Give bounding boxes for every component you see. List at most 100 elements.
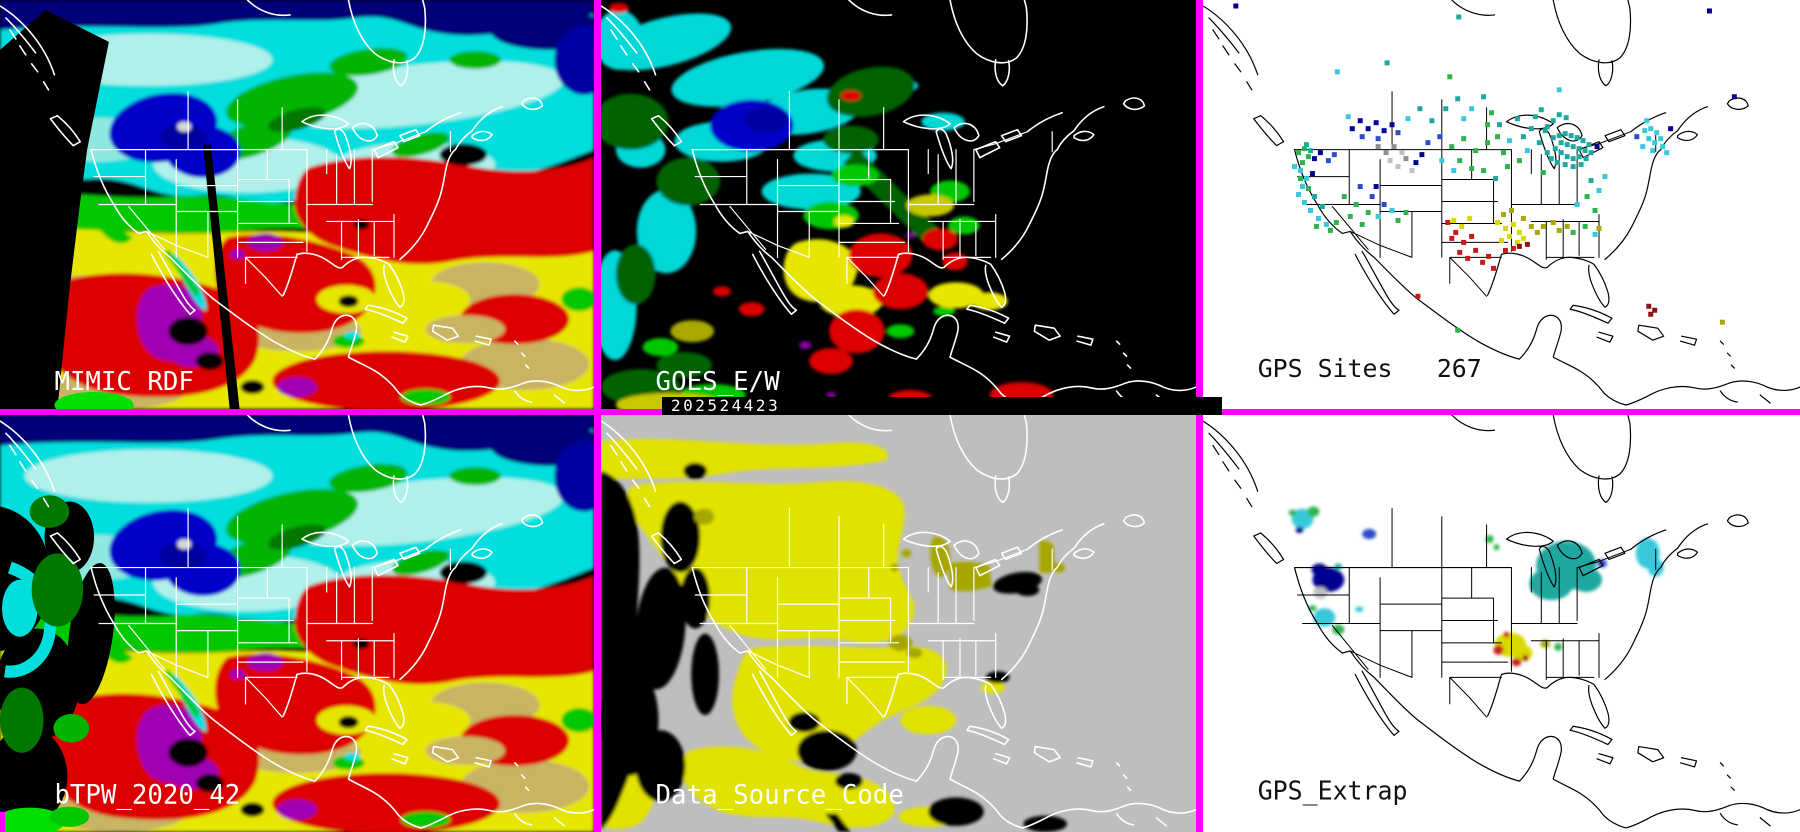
gps-site-dot xyxy=(1502,225,1508,231)
gps-site-dot xyxy=(1319,204,1325,209)
gps-site-dot xyxy=(1532,114,1538,120)
gps-site-dot xyxy=(1554,160,1560,166)
extrap-region xyxy=(1522,655,1529,662)
gps-site-dot xyxy=(1419,152,1425,158)
gps-sites-map: GPS Sites 267 xyxy=(1203,0,1800,409)
gps-site-dot xyxy=(1648,126,1654,132)
gps-site-dot xyxy=(1309,171,1315,177)
gps-site-dot xyxy=(1646,303,1652,309)
gps-site-dot xyxy=(1652,307,1658,313)
gps-site-dot xyxy=(1375,136,1381,142)
gps-site-dot xyxy=(1413,160,1419,166)
gps-site-dot xyxy=(1594,144,1600,150)
gps-site-dot xyxy=(1461,116,1467,122)
gps-site-dot xyxy=(1389,122,1395,128)
panel-label-mimic: MIMIC RDF xyxy=(54,367,193,397)
gps-site-dot xyxy=(1233,3,1239,9)
gps-site-dot xyxy=(1302,146,1307,152)
extrap-region xyxy=(1332,624,1345,635)
gps-site-dot xyxy=(1574,202,1580,207)
gps-site-dot xyxy=(1395,130,1401,136)
gps-site-dot xyxy=(1563,115,1569,121)
gps-site-dot xyxy=(1481,94,1487,100)
gps-site-dot xyxy=(1668,126,1674,132)
gps-site-dot xyxy=(1596,188,1602,194)
gps-site-dot xyxy=(1317,150,1323,156)
gps-site-dot xyxy=(1640,144,1646,150)
gps-extrap-background xyxy=(1203,415,1800,832)
gps-site-dot xyxy=(1381,128,1387,134)
gps-site-dot xyxy=(1564,142,1570,148)
gps-site-dot xyxy=(1457,249,1463,255)
gps-site-dot xyxy=(1300,184,1305,190)
panel-label-gps-sites: GPS Sites xyxy=(1258,354,1393,383)
gps-site-dot xyxy=(1520,215,1526,221)
extrap-region xyxy=(1288,509,1297,516)
gps-site-dot xyxy=(1592,231,1598,237)
panel-label-btpw: bTPW_2020_42 xyxy=(54,780,240,810)
no-data-swath xyxy=(0,9,109,409)
gps-site-dot xyxy=(1353,202,1359,207)
gps-site-dot xyxy=(1486,253,1492,259)
panel-label-goes: GOES_E/W xyxy=(656,367,781,397)
gps-site-dot xyxy=(1583,156,1589,162)
gps-site-dot xyxy=(1296,150,1302,156)
gps-site-dot xyxy=(1389,207,1395,213)
gps-site-dot xyxy=(1568,133,1574,139)
extrap-region xyxy=(1313,586,1328,600)
gps-site-dot xyxy=(1516,158,1522,164)
vertical-divider-left xyxy=(594,0,601,832)
timestamp-text: 202524423 xyxy=(671,396,781,415)
extrap-region xyxy=(1540,639,1551,648)
gps-site-dot xyxy=(1417,106,1423,112)
gps-site-dot xyxy=(1524,241,1530,247)
gps-site-dot xyxy=(1373,120,1379,126)
gps-site-dot xyxy=(1548,156,1554,162)
extrap-regions xyxy=(1288,506,1664,667)
gps-site-dot xyxy=(1544,150,1550,156)
gps-site-dot xyxy=(1582,148,1588,154)
gps-site-dot xyxy=(1473,247,1479,253)
gps-site-dot xyxy=(1415,293,1421,299)
gps-site-dot xyxy=(1580,138,1586,144)
gps-site-dot xyxy=(1520,134,1526,140)
gps-site-dot xyxy=(1544,124,1550,130)
gps-site-dot xyxy=(1506,233,1512,239)
gps-site-dot xyxy=(1642,128,1648,134)
btpw-map: bTPW_2020_42 xyxy=(0,415,594,832)
gps-site-dot xyxy=(1449,235,1455,241)
extrap-region xyxy=(1493,644,1504,656)
gps-site-dot xyxy=(1536,140,1542,146)
gps-site-dot xyxy=(1596,225,1602,231)
gps-site-dot xyxy=(1469,106,1475,112)
gps-site-dot xyxy=(1327,227,1333,233)
gps-site-dot xyxy=(1325,158,1331,164)
gps-site-dot xyxy=(1298,176,1303,182)
gps-site-dot xyxy=(1524,148,1530,154)
gps-site-dot xyxy=(1459,223,1465,229)
gps-site-dot xyxy=(1528,223,1534,229)
gps-site-dot xyxy=(1516,229,1522,235)
extrap-region xyxy=(1311,563,1328,576)
gps-site-dot xyxy=(1528,126,1534,132)
panel-gps-sites: GPS Sites 267 xyxy=(1203,0,1800,409)
gps-site-dot xyxy=(1520,235,1526,241)
gps-site-dot xyxy=(1403,209,1409,215)
goes-ew-map: GOES_E/W xyxy=(601,0,1196,409)
gps-site-dot xyxy=(1461,239,1467,245)
timestamp-bar: 202524423 xyxy=(662,397,1222,415)
gps-site-dot xyxy=(1445,219,1451,225)
extrap-region xyxy=(1362,528,1377,540)
gps-site-dot xyxy=(1399,150,1405,156)
gps-site-count: 267 xyxy=(1437,354,1482,383)
gps-site-dot xyxy=(1455,96,1461,102)
gps-site-dot xyxy=(1395,217,1401,223)
gps-site-dot xyxy=(1373,184,1379,190)
extrap-region xyxy=(1334,563,1343,570)
gps-site-dot xyxy=(1570,229,1576,235)
gps-site-dot xyxy=(1303,176,1309,182)
panel-mimic-rdf: MIMIC RDF xyxy=(0,0,594,409)
gps-site-dot xyxy=(1495,219,1501,225)
gps-site-dot xyxy=(1499,237,1504,243)
gps-site-dot xyxy=(1298,168,1303,174)
